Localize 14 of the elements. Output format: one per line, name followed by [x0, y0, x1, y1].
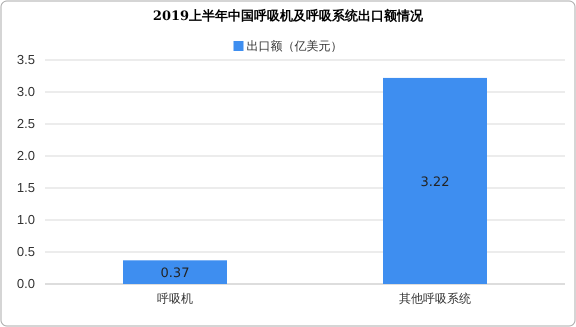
y-tick-label: 2.5: [16, 116, 35, 132]
x-tick-label: 呼吸机: [157, 292, 193, 306]
y-tick-label: 0.5: [16, 244, 35, 260]
y-tick-label: 3.5: [16, 52, 35, 68]
legend-label: 出口额（亿美元）: [246, 39, 342, 53]
data-label: 3.22: [420, 174, 450, 190]
x-tick-label: 其他呼吸系统: [399, 292, 471, 306]
data-label: 0.37: [160, 266, 190, 282]
chart-title: 2019上半年中国呼吸机及呼吸系统出口额情况: [152, 8, 424, 24]
y-tick-label: 0.0: [16, 276, 35, 292]
y-tick-label: 2.0: [16, 148, 35, 164]
y-tick-label: 1.0: [16, 212, 35, 228]
y-tick-label: 3.0: [16, 84, 35, 100]
y-tick-label: 1.5: [16, 180, 35, 196]
